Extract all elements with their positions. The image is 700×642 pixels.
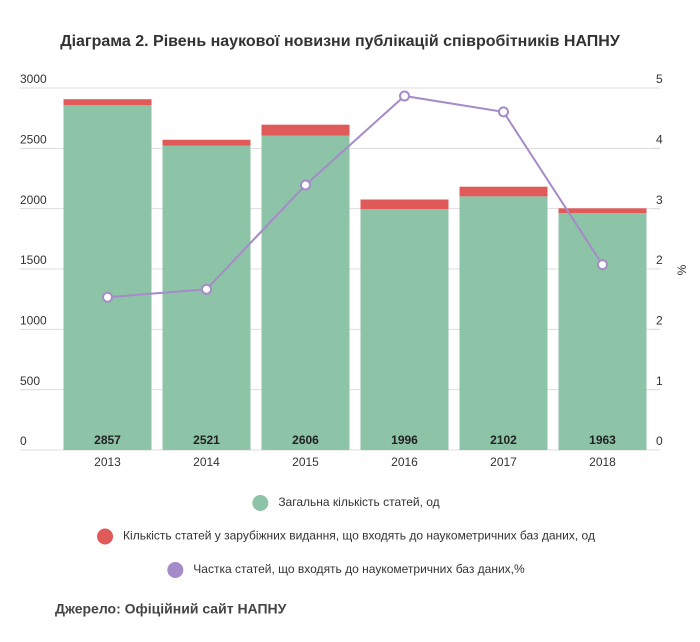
legend-label: Частка статей, що входять до наукометрич… — [193, 562, 525, 576]
line — [107, 94, 604, 299]
legend-marker — [167, 562, 184, 578]
bar-segment — [261, 124, 350, 136]
x-tick-label: 2016 — [391, 455, 418, 469]
bar-segment — [459, 196, 548, 450]
data-label: 2857 — [94, 433, 121, 447]
bar-segment — [162, 139, 251, 146]
x-tick-label: 2014 — [193, 455, 220, 469]
y-tick-label: 2500 — [20, 133, 47, 147]
bar-segment — [558, 213, 647, 450]
y2-tick-label: 0 — [656, 434, 663, 448]
line-point — [201, 283, 212, 295]
y-tick-label: 3000 — [20, 72, 47, 86]
x-tick-label: 2013 — [94, 455, 121, 469]
y-tick-label: 0 — [20, 434, 27, 448]
line-point — [300, 179, 311, 191]
y2-tick-label: 2 — [656, 253, 663, 267]
line-point — [498, 106, 509, 118]
y2-axis-label: % — [675, 264, 689, 275]
line-point — [102, 291, 113, 303]
data-label: 2102 — [490, 433, 517, 447]
y-tick-label: 1500 — [20, 253, 47, 267]
bar-segment — [63, 105, 152, 450]
bar-segment — [558, 208, 647, 214]
chart-title: Діаграма 2. Рівень наукової новизни публ… — [60, 33, 621, 50]
line-point — [399, 90, 410, 102]
data-label: 1963 — [589, 433, 616, 447]
bar-segment — [63, 99, 152, 106]
legend-marker — [252, 495, 269, 511]
y2-tick-label: 3 — [656, 193, 663, 207]
bar-segment — [162, 145, 251, 451]
data-label: 1996 — [391, 433, 418, 447]
legend-label: Загальна кількість статей, од — [278, 495, 439, 509]
data-label: 2606 — [292, 433, 319, 447]
legend-marker — [97, 528, 114, 545]
y-tick-label: 1000 — [20, 314, 47, 328]
y2-tick-label: 1 — [656, 374, 663, 388]
bar-segment — [459, 186, 548, 197]
y-tick-label: 2000 — [20, 193, 47, 207]
data-label: 2521 — [193, 433, 220, 447]
x-tick-label: 2017 — [490, 455, 517, 469]
legend-label: Кількість статей у зарубіжних видання, щ… — [123, 529, 595, 543]
line-point — [597, 259, 608, 271]
y2-tick-label: 2 — [656, 313, 663, 327]
y2-tick-label: 5 — [656, 72, 663, 86]
bar-segment — [360, 199, 449, 210]
source-note: Джерело: Офіційний сайт НАПНУ — [55, 601, 287, 617]
y-tick-label: 500 — [20, 374, 40, 388]
bar-segment — [360, 209, 449, 450]
x-tick-label: 2015 — [292, 455, 319, 469]
y2-tick-label: 4 — [656, 132, 663, 146]
x-tick-label: 2018 — [589, 455, 616, 469]
